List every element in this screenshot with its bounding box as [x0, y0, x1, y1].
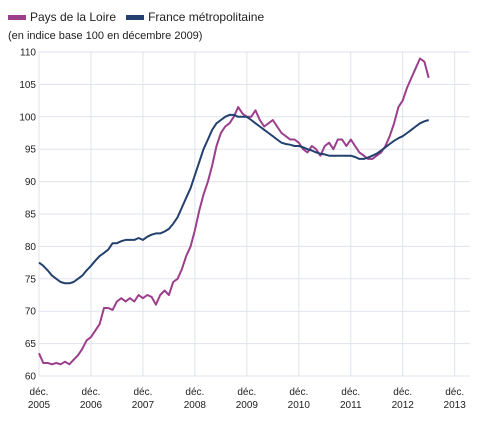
- series-line-pays-de-la-loire: [38, 57, 430, 366]
- x-tick-label: 2010: [288, 400, 311, 411]
- legend: Pays de la Loire France métropolitaine: [8, 9, 274, 25]
- x-tick-label: 2008: [184, 400, 207, 411]
- y-tick-label: 65: [25, 339, 37, 350]
- x-tick-label: déc.: [133, 387, 152, 398]
- x-tick-label: 2009: [236, 400, 259, 411]
- y-tick-label: 75: [25, 274, 37, 285]
- x-tick-label: 2012: [392, 400, 415, 411]
- x-tick-label: déc.: [237, 387, 256, 398]
- x-tick-label: déc.: [185, 387, 204, 398]
- legend-item-pays-de-la-loire[interactable]: Pays de la Loire: [8, 10, 116, 24]
- y-tick-label: 110: [20, 48, 36, 59]
- x-tick-label: déc.: [341, 387, 360, 398]
- legend-label-france-metropolitaine: France métropolitaine: [148, 10, 265, 24]
- y-tick-label: 85: [25, 210, 37, 221]
- x-tick-label: 2005: [28, 400, 51, 411]
- legend-label-pays-de-la-loire: Pays de la Loire: [30, 10, 117, 24]
- y-tick-label: 105: [19, 80, 36, 91]
- y-tick-label: 60: [25, 372, 37, 383]
- x-tick-label: 2013: [444, 400, 467, 411]
- y-tick-label: 95: [25, 145, 37, 156]
- x-tick-label: déc.: [393, 387, 412, 398]
- x-tick-label: déc.: [289, 387, 308, 398]
- x-tick-label: 2007: [132, 400, 155, 411]
- chart-subtitle: (en indice base 100 en décembre 2009): [8, 30, 203, 42]
- legend-item-france-metropolitaine[interactable]: France métropolitaine: [126, 10, 264, 24]
- y-tick-label: 70: [25, 307, 37, 318]
- series-line-france-metropolitaine: [38, 113, 429, 285]
- y-tick-label: 90: [25, 177, 37, 188]
- y-tick-label: 100: [19, 112, 36, 123]
- x-tick-label: 2006: [80, 400, 103, 411]
- x-tick-label: déc.: [82, 387, 101, 398]
- legend-swatch-france-metropolitaine: [126, 14, 145, 20]
- x-tick-label: 2011: [340, 400, 362, 411]
- x-tick-label: déc.: [30, 387, 49, 398]
- legend-swatch-pays-de-la-loire: [8, 14, 26, 20]
- x-tick-label: déc.: [445, 387, 464, 398]
- y-tick-label: 80: [25, 242, 37, 253]
